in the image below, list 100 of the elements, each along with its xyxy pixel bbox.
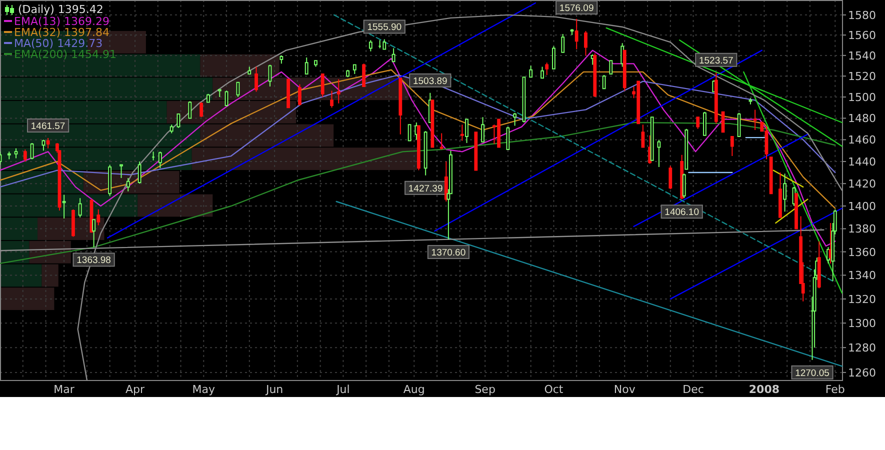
legend-label: EMA(200) 1454.91 [14, 48, 117, 61]
candlestick [668, 165, 672, 190]
candlestick [398, 78, 402, 135]
x-tick-label: Sep [474, 383, 496, 396]
candlestick [602, 74, 606, 90]
candlestick [152, 151, 155, 161]
y-tick-label: 1320 [848, 292, 876, 306]
candlestick [298, 84, 302, 106]
candlestick [783, 173, 786, 212]
candlestick [417, 125, 420, 171]
candlestick [657, 139, 661, 168]
candlestick [362, 63, 366, 88]
candlestick [336, 78, 340, 104]
x-tick-label: May [192, 383, 216, 396]
candlestick [703, 111, 706, 136]
candlestick [96, 208, 100, 226]
x-tick-label: Aug [403, 383, 425, 396]
candlestick [430, 100, 434, 148]
candlestick [224, 90, 228, 108]
y-tick-label: 1460 [848, 134, 876, 147]
candlestick [108, 164, 112, 196]
chart-title: (Daily) 1395.42 [18, 3, 104, 16]
y-tick-label: 1480 [848, 112, 876, 126]
candlestick [650, 116, 654, 161]
x-tick-label: Jul [336, 383, 350, 396]
candlestick [248, 66, 252, 75]
candlestick [552, 46, 556, 70]
candlestick [696, 116, 700, 130]
candlestick [30, 142, 34, 160]
y-tick-label: 1540 [848, 49, 876, 62]
candlestick [753, 109, 757, 131]
x-tick-label: Jun [264, 383, 284, 396]
candlestick [574, 18, 578, 50]
candlestick [280, 54, 284, 64]
candlestick [730, 136, 734, 157]
candlestick [126, 178, 130, 192]
x-tick-label: Nov [614, 383, 636, 396]
candlestick [748, 98, 752, 105]
candlestick [138, 161, 142, 184]
candlestick [609, 60, 613, 75]
y-tick-label: 1500 [848, 91, 876, 104]
annotation: 1555.90 [367, 22, 402, 34]
y-tick-label: 1360 [848, 246, 876, 259]
candlestick [176, 113, 180, 128]
x-tick-label: Dec [682, 383, 704, 396]
candlestick [506, 126, 510, 150]
candlestick [330, 90, 334, 108]
x-tick-label: Oct [544, 383, 564, 396]
candlestick [188, 100, 192, 119]
candlestick [684, 128, 688, 170]
x-tick-label: Mar [54, 383, 75, 396]
candlestick [828, 222, 832, 264]
candlestick [513, 112, 517, 126]
candlestick [120, 164, 123, 179]
candlestick [72, 208, 75, 238]
line-series [0, 69, 836, 209]
candlestick [200, 102, 204, 118]
annotation: 1370.60 [431, 248, 466, 259]
candlestick [78, 198, 82, 218]
candlestick [268, 64, 272, 88]
annotation: 1363.98 [76, 255, 111, 266]
candlestick [460, 124, 464, 142]
y-tick-label: 1560 [848, 29, 876, 42]
y-tick-label: 1420 [848, 178, 876, 191]
legend-label: EMA(32) 1397.84 [14, 26, 110, 39]
legend-label: EMA(13) 1369.29 [14, 15, 110, 28]
candlestick [561, 34, 565, 53]
y-tick-label: 1580 [848, 8, 876, 22]
candlestick [778, 172, 782, 218]
candlestick [158, 151, 162, 169]
y-tick-label: 1280 [848, 342, 876, 355]
y-tick-label: 1340 [848, 269, 876, 282]
candlestick [46, 138, 50, 149]
candlestick [408, 124, 412, 142]
line-series [0, 50, 836, 247]
y-tick-label: 1520 [848, 70, 876, 84]
annotation: 1576.09 [559, 3, 594, 14]
y-tick-label: 1380 [848, 222, 876, 236]
candlestick [622, 50, 626, 92]
candlestick [304, 56, 308, 75]
candlestick [368, 40, 372, 52]
candlestick [42, 139, 46, 152]
candlestick [392, 48, 396, 62]
candlestick [254, 66, 258, 92]
candlestick [206, 93, 210, 103]
candlestick [529, 65, 533, 78]
candlestick [440, 132, 444, 150]
candlestick [218, 89, 222, 98]
candlestick [641, 124, 645, 148]
candlestick [170, 124, 174, 134]
candlestick [314, 60, 318, 68]
candlestick [474, 132, 478, 171]
x-tick-label: 2008 [748, 383, 780, 396]
candlestick [286, 78, 290, 108]
annotation: 1406.10 [664, 207, 700, 218]
candlestick [23, 148, 27, 162]
candlestick [236, 82, 240, 98]
x-tick-label: Feb [825, 383, 845, 396]
candlestick [465, 118, 468, 144]
candlestick [346, 69, 350, 78]
